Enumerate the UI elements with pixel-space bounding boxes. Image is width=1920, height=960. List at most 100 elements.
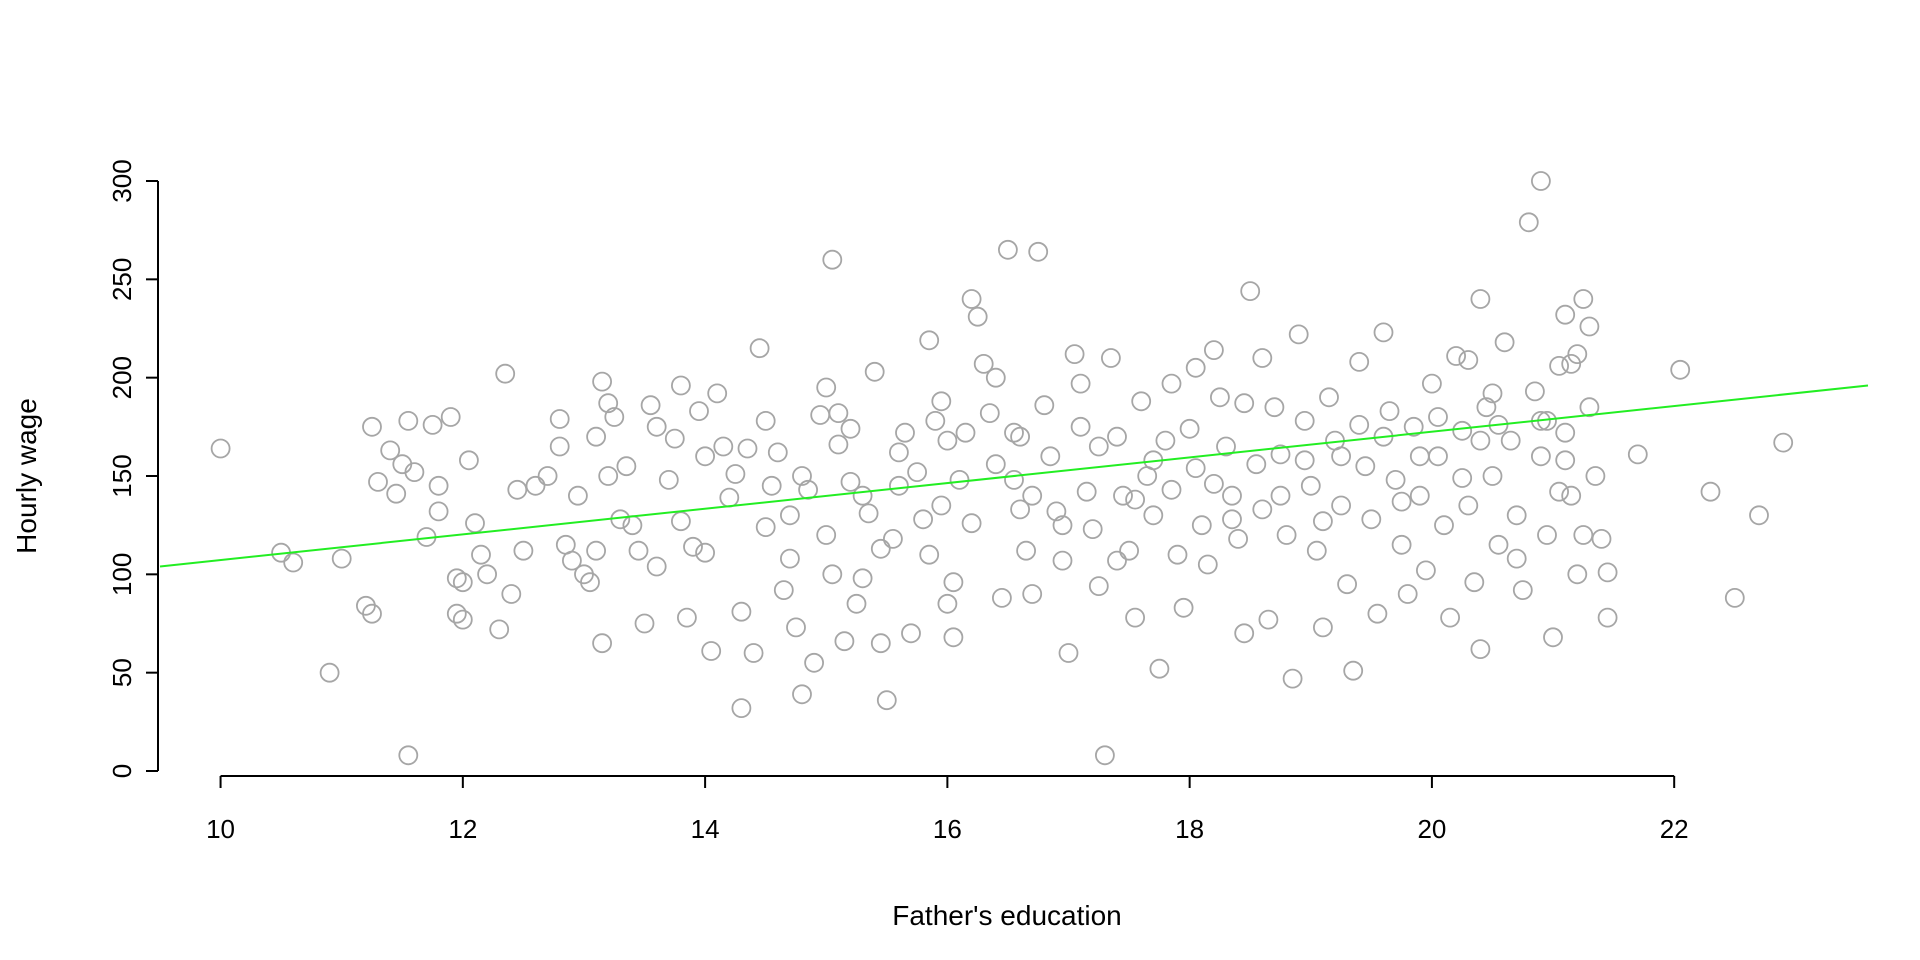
data-point <box>1300 475 1321 496</box>
data-point <box>1204 473 1224 494</box>
data-point <box>604 407 625 427</box>
data-point <box>1561 485 1582 506</box>
data-point <box>598 466 619 486</box>
y-tick-label: 150 <box>107 454 137 497</box>
data-point <box>876 690 897 711</box>
data-point <box>671 375 691 396</box>
data-point <box>1555 422 1576 443</box>
data-point <box>695 542 715 563</box>
data-point <box>422 414 443 435</box>
data-point <box>1561 353 1582 374</box>
data-point <box>1458 495 1479 516</box>
data-point <box>1373 322 1394 343</box>
data-point <box>792 684 812 705</box>
data-point <box>683 536 703 557</box>
x-tick-label: 18 <box>1175 814 1204 844</box>
data-point <box>1567 564 1588 585</box>
data-point <box>943 627 964 648</box>
data-point <box>973 353 994 374</box>
data-point <box>1482 383 1503 404</box>
data-point <box>1525 381 1545 402</box>
data-point <box>919 330 940 351</box>
data-point <box>525 475 546 496</box>
data-point <box>943 572 964 593</box>
x-tick-label: 20 <box>1417 814 1446 844</box>
data-point <box>870 633 891 654</box>
data-point <box>707 383 728 404</box>
data-point <box>1088 436 1109 457</box>
data-point <box>616 456 637 477</box>
data-point <box>634 613 655 634</box>
data-point <box>1113 485 1133 506</box>
data-point <box>1573 289 1594 309</box>
data-point <box>1506 505 1527 526</box>
data-point <box>1573 525 1594 545</box>
data-point <box>1004 422 1024 443</box>
data-point <box>846 593 867 614</box>
data-point <box>1476 397 1497 418</box>
data-point <box>677 607 697 628</box>
data-point <box>1537 525 1557 545</box>
data-point <box>1058 643 1079 663</box>
data-point <box>701 641 722 661</box>
data-point <box>1258 609 1279 630</box>
data-point <box>755 410 776 431</box>
data-point <box>931 495 952 516</box>
data-point <box>1512 580 1533 600</box>
data-point <box>1543 627 1563 648</box>
data-point <box>1409 485 1430 506</box>
data-point <box>1125 607 1145 628</box>
data-point <box>398 410 419 431</box>
data-point <box>1167 544 1188 565</box>
data-point <box>828 403 849 424</box>
data-point <box>1185 458 1206 479</box>
data-point <box>428 475 449 496</box>
data-point <box>580 572 600 593</box>
data-point <box>1531 446 1551 467</box>
data-point <box>931 391 952 412</box>
data-point <box>1555 450 1576 471</box>
data-point <box>961 289 982 309</box>
data-point <box>586 426 606 447</box>
data-point <box>949 469 970 490</box>
data-point <box>737 438 758 459</box>
data-point <box>1107 426 1127 447</box>
data-point <box>1452 468 1473 488</box>
data-point <box>1579 397 1600 418</box>
data-point <box>1179 418 1200 439</box>
data-point <box>713 436 734 457</box>
data-point <box>743 643 764 663</box>
y-axis-title: Hourly wage <box>11 398 42 554</box>
data-point <box>822 564 843 585</box>
x-ticks: 10 12 14 16 18 20 22 <box>206 776 1689 844</box>
regression-line <box>159 384 1869 568</box>
data-point <box>1470 289 1491 309</box>
data-point <box>1022 485 1043 506</box>
data-point <box>592 633 612 654</box>
data-point <box>283 552 304 573</box>
data-point <box>816 377 837 398</box>
data-point <box>1397 584 1418 604</box>
data-point <box>1101 348 1121 368</box>
data-point <box>574 564 594 585</box>
data-point <box>1506 548 1527 569</box>
data-point <box>1016 540 1036 561</box>
data-point <box>1555 304 1576 325</box>
data-point <box>1349 351 1370 372</box>
data-point <box>755 517 776 537</box>
data-point <box>1191 515 1212 536</box>
data-point <box>658 469 679 490</box>
data-point <box>1234 393 1255 414</box>
data-point <box>889 442 909 463</box>
data-point <box>1270 485 1291 506</box>
data-point <box>1531 171 1551 191</box>
data-point <box>1228 529 1248 549</box>
y-ticks: 0 50 100 150 200 250 300 <box>107 159 158 778</box>
data-point <box>319 662 340 683</box>
data-point <box>452 609 473 630</box>
data-point <box>1088 576 1109 596</box>
data-point <box>1500 430 1521 451</box>
data-point <box>1028 241 1049 262</box>
data-point <box>1161 479 1182 500</box>
